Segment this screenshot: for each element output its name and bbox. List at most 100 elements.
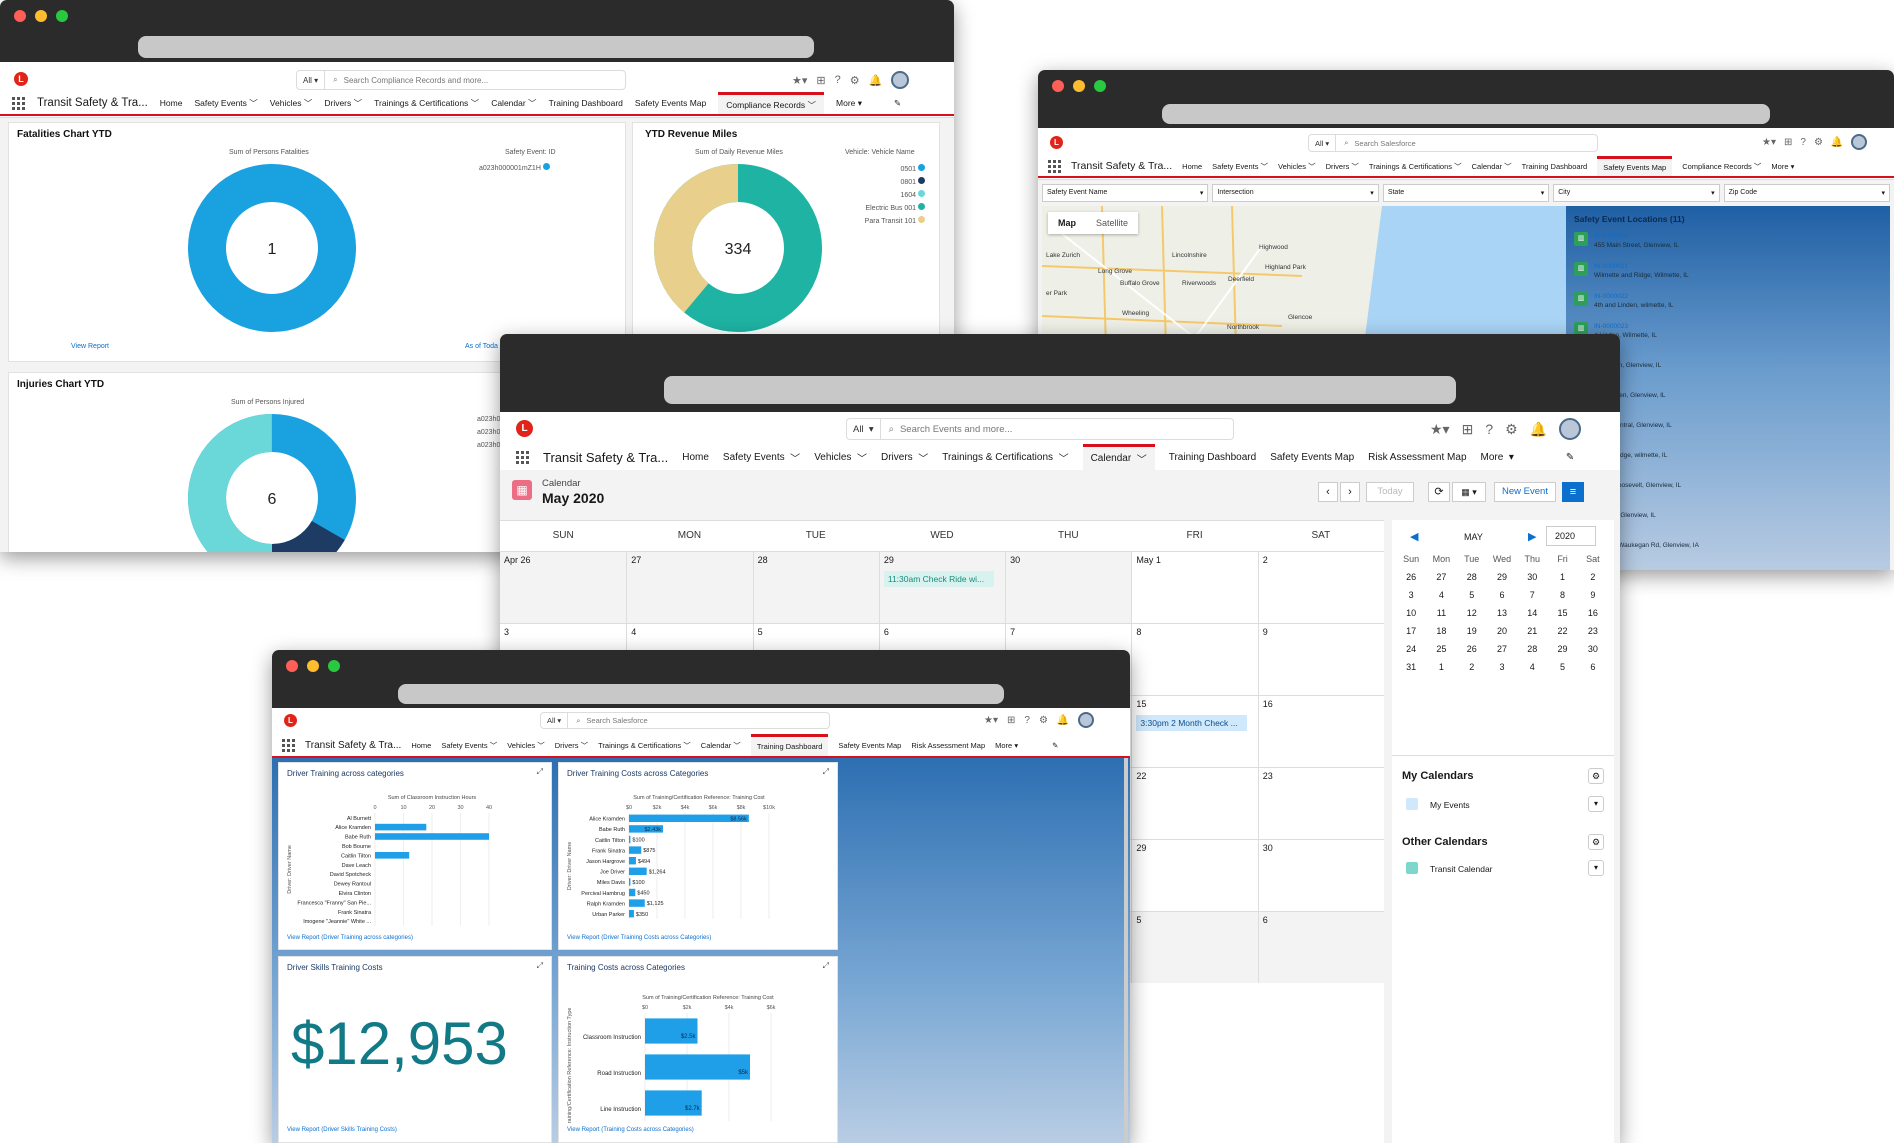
mini-day[interactable]: 28	[1466, 572, 1477, 582]
next-month-button[interactable]: ›	[1340, 482, 1360, 502]
day-cell[interactable]: 30	[1257, 840, 1384, 911]
mini-day[interactable]: 19	[1466, 626, 1477, 636]
mini-day[interactable]: 4	[1529, 662, 1535, 672]
location-item[interactable]: ▥ IN-0000026 455 Main Street, Glenview, IL	[1574, 232, 1882, 262]
tab-safety-events[interactable]: Safety Events ﹀	[722, 451, 801, 465]
mini-day[interactable]: 2	[1469, 662, 1475, 672]
my-events-menu-button[interactable]: ▾	[1588, 796, 1604, 812]
favorites-icon[interactable]: ★▾	[984, 714, 998, 726]
mini-day[interactable]: 12	[1466, 608, 1477, 618]
scrollbar[interactable]	[1124, 758, 1128, 1143]
location-item[interactable]: ▥0005ill, 7525 Waukegan Rd, Glenview, IA	[1574, 532, 1882, 562]
mini-day[interactable]: 29	[1557, 644, 1568, 654]
search-input[interactable]: Search Compliance Records and more...	[343, 75, 489, 85]
day-cell[interactable]: 16	[1257, 696, 1384, 767]
prev-month-button[interactable]: ‹	[1318, 482, 1338, 502]
location-item[interactable]: ▥0027n Street, Glenview, IL	[1574, 502, 1882, 532]
tab-safety-events[interactable]: Safety Events ﹀	[441, 740, 498, 750]
mini-day[interactable]: 13	[1496, 608, 1507, 618]
tab-compliance-records[interactable]: Compliance Records ﹀	[718, 92, 825, 114]
mini-day[interactable]: 3	[1499, 662, 1505, 672]
legend-item[interactable]: 1604	[865, 189, 925, 202]
location-item[interactable]: ▥ IN-0000022 4th and Linden, wilmette, IL	[1574, 292, 1882, 322]
donut-slice-para-transit[interactable]	[654, 164, 822, 332]
filter-safety-event-name[interactable]: Safety Event Name ▾	[1042, 184, 1209, 202]
bar[interactable]	[375, 852, 410, 859]
legend-item[interactable]: a023h0	[477, 416, 501, 423]
location-item[interactable]: ▥ IN-0000023 d Linden, Wilmette, IL	[1574, 322, 1882, 352]
tab-more[interactable]: More ▾	[1480, 451, 1514, 463]
mini-day[interactable]: 5	[1560, 662, 1566, 672]
search-scope-select[interactable]: All ▾	[1309, 135, 1337, 151]
location-item[interactable]: ▥0008w and Roosevelt, Glenview, IL	[1574, 472, 1882, 502]
my-events-swatch[interactable]	[1406, 798, 1418, 810]
mini-day[interactable]: 30	[1587, 644, 1598, 654]
mini-prev-button[interactable]: ◀	[1410, 531, 1419, 543]
mini-day[interactable]: 23	[1587, 626, 1598, 636]
help-icon[interactable]: ?	[1485, 421, 1494, 437]
today-button[interactable]: Today	[1366, 482, 1414, 502]
add-icon[interactable]: ⊞	[816, 74, 826, 87]
tab-calendar[interactable]: Calendar ﹀	[700, 740, 741, 750]
legend-item[interactable]: 0801	[865, 176, 925, 189]
mini-day[interactable]: 26	[1406, 572, 1417, 582]
minimize-window-button[interactable]	[1073, 80, 1085, 92]
global-search[interactable]: All ▾ ⌕ Search Salesforce	[540, 712, 830, 729]
mini-day[interactable]: 17	[1406, 626, 1417, 636]
bar[interactable]	[645, 1018, 698, 1044]
global-search[interactable]: All ▾ ⌕ Search Salesforce	[1308, 134, 1598, 152]
tab-calendar[interactable]: Calendar ﹀	[1471, 161, 1512, 171]
settings-icon[interactable]: ⚙	[849, 74, 860, 87]
day-cell[interactable]: 28	[752, 552, 879, 623]
day-cell[interactable]: 5	[1131, 912, 1258, 983]
bar[interactable]	[629, 835, 631, 844]
settings-icon[interactable]: ⚙	[1813, 136, 1823, 148]
search-input[interactable]: Search Salesforce	[1354, 138, 1416, 148]
avatar[interactable]	[1851, 134, 1868, 150]
tab-training-dashboard[interactable]: Training Dashboard	[750, 734, 829, 756]
bar[interactable]	[375, 823, 427, 831]
filter-intersection[interactable]: Intersection ▾	[1212, 184, 1379, 202]
my-calendars-settings-icon[interactable]: ⚙	[1588, 768, 1604, 784]
bar[interactable]	[629, 846, 642, 854]
day-cell[interactable]: 23	[1257, 768, 1384, 839]
bar[interactable]	[629, 856, 636, 865]
minimize-window-button[interactable]	[35, 10, 47, 22]
tab-home[interactable]: Home	[682, 451, 709, 463]
tab-vehicles[interactable]: Vehicles ﹀	[507, 740, 545, 750]
mini-day[interactable]: 1	[1560, 572, 1566, 582]
view-report-link[interactable]: View Report (Driver Training across cate…	[287, 935, 413, 941]
transit-calendar-swatch[interactable]	[1406, 862, 1418, 874]
view-report-link[interactable]: View Report (Driver Training Costs acros…	[567, 935, 712, 941]
mini-day[interactable]: 27	[1436, 572, 1447, 582]
donut-slice[interactable]	[188, 414, 356, 552]
app-launcher-icon[interactable]	[516, 450, 529, 464]
avatar[interactable]	[891, 71, 910, 89]
edit-nav-icon[interactable]: ✎	[1052, 740, 1059, 750]
bar[interactable]	[375, 833, 489, 840]
tab-safety-events[interactable]: Safety Events ﹀	[1212, 161, 1269, 171]
tab-training-dashboard[interactable]: Training Dashboard	[1521, 161, 1588, 171]
edit-nav-icon[interactable]: ✎	[894, 97, 902, 108]
day-cell[interactable]: 22	[1131, 768, 1258, 839]
calendar-event[interactable]: 3:30pm 2 Month Check ...	[1136, 715, 1247, 731]
mini-day[interactable]: 28	[1527, 644, 1538, 654]
favorites-icon[interactable]: ★▾	[1430, 420, 1450, 437]
mini-day[interactable]: 22	[1557, 626, 1568, 636]
add-icon[interactable]: ⊞	[1006, 714, 1016, 726]
mini-day[interactable]: 27	[1496, 644, 1507, 654]
day-cell[interactable]: 2	[1257, 552, 1384, 623]
tab-safety-events-map[interactable]: Safety Events Map	[634, 98, 707, 108]
tab-more[interactable]: More ▾	[1771, 161, 1795, 171]
location-id-link[interactable]: IN-0000022	[1594, 293, 1628, 300]
tab-trainings[interactable]: Trainings & Certifications ﹀	[598, 740, 691, 750]
tab-more[interactable]: More ▾	[836, 97, 863, 109]
mini-day[interactable]: 11	[1436, 608, 1447, 618]
search-input[interactable]: Search Salesforce	[586, 716, 648, 725]
bar[interactable]	[629, 878, 631, 886]
bell-icon[interactable]: 🔔	[1830, 136, 1844, 148]
tab-drivers[interactable]: Drivers ﹀	[324, 98, 363, 108]
day-cell[interactable]: 29	[1131, 840, 1258, 911]
expand-icon[interactable]: ⤢	[822, 961, 829, 970]
day-cell[interactable]: May 1	[1131, 552, 1258, 623]
